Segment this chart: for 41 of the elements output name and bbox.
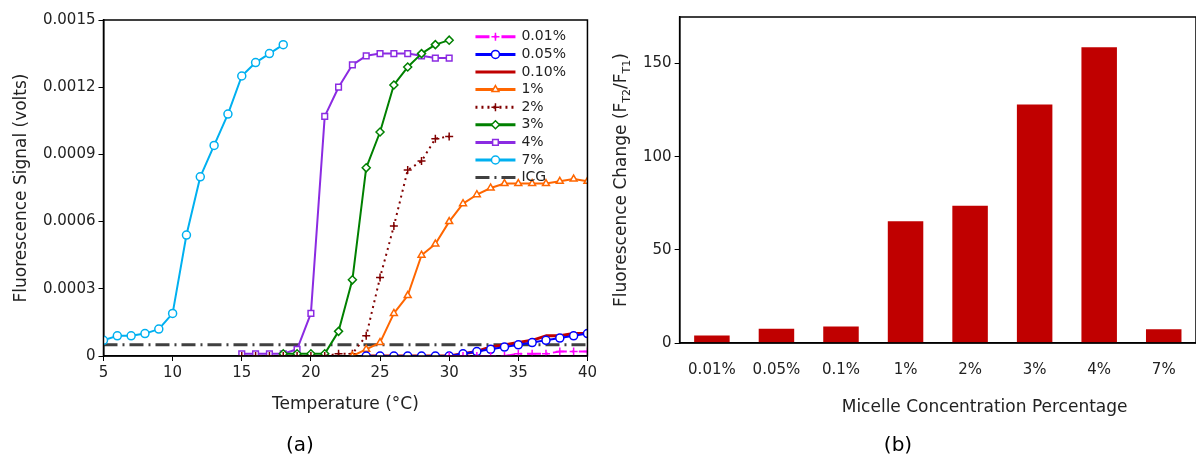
legend-label: 0.05% bbox=[521, 45, 566, 62]
x-tick-label: 2% bbox=[958, 359, 982, 378]
legend-label: 2% bbox=[521, 97, 544, 114]
text: (a) bbox=[285, 432, 315, 456]
x-tick-label: 0.1% bbox=[821, 359, 861, 378]
x-tick-label: 7% bbox=[1151, 359, 1176, 378]
y-tick-label: 100 bbox=[642, 146, 672, 165]
x-tick-label: 0.05% bbox=[752, 359, 801, 378]
x-tick-label: 20 bbox=[301, 362, 321, 381]
x-axis-title: Temperature (°C) bbox=[271, 393, 419, 414]
y-axis-title: Fluorescence Signal (volts) bbox=[10, 73, 31, 303]
x-tick-label: 5 bbox=[98, 362, 109, 381]
legend-label: 3% bbox=[521, 115, 544, 132]
y-tick-label: 0.0015 bbox=[42, 9, 96, 28]
x-tick-label: 10 bbox=[163, 362, 183, 381]
y-tick-label: 0.0006 bbox=[42, 211, 96, 230]
x-tick-label: 3% bbox=[1022, 359, 1047, 378]
legend-label: 7% bbox=[521, 150, 544, 167]
legend-label: 1% bbox=[521, 80, 544, 97]
x-tick-label: 1% bbox=[893, 359, 918, 378]
y-tick-label: 0.0009 bbox=[42, 144, 96, 163]
legend-label: 0.01% bbox=[521, 27, 566, 44]
y-tick-label: 150 bbox=[642, 53, 672, 72]
x-tick-label: 0.01% bbox=[688, 359, 736, 378]
y-tick-label: 0.0003 bbox=[42, 278, 96, 297]
y-tick-label: 0.0012 bbox=[42, 77, 96, 96]
x-tick-label: 4% bbox=[1087, 359, 1112, 378]
x-tick-label: 30 bbox=[439, 362, 459, 381]
x-tick-label: 15 bbox=[232, 362, 252, 381]
legend-label: 4% bbox=[521, 133, 544, 150]
y-tick-label: 0 bbox=[662, 332, 672, 351]
legend-label: 0.10% bbox=[521, 62, 566, 79]
y-axis-title: Fluorescence Change (FT2/FT1) bbox=[610, 53, 633, 307]
text: (b) bbox=[882, 432, 914, 456]
x-tick-label: 35 bbox=[508, 362, 528, 381]
x-tick-label: 40 bbox=[577, 362, 597, 381]
legend-label: ICG bbox=[521, 168, 547, 185]
y-tick-label: 0 bbox=[85, 345, 96, 364]
x-tick-label: 25 bbox=[370, 362, 390, 381]
x-axis-title: Micelle Concentration Percentage bbox=[841, 396, 1128, 417]
y-tick-label: 50 bbox=[652, 239, 672, 258]
